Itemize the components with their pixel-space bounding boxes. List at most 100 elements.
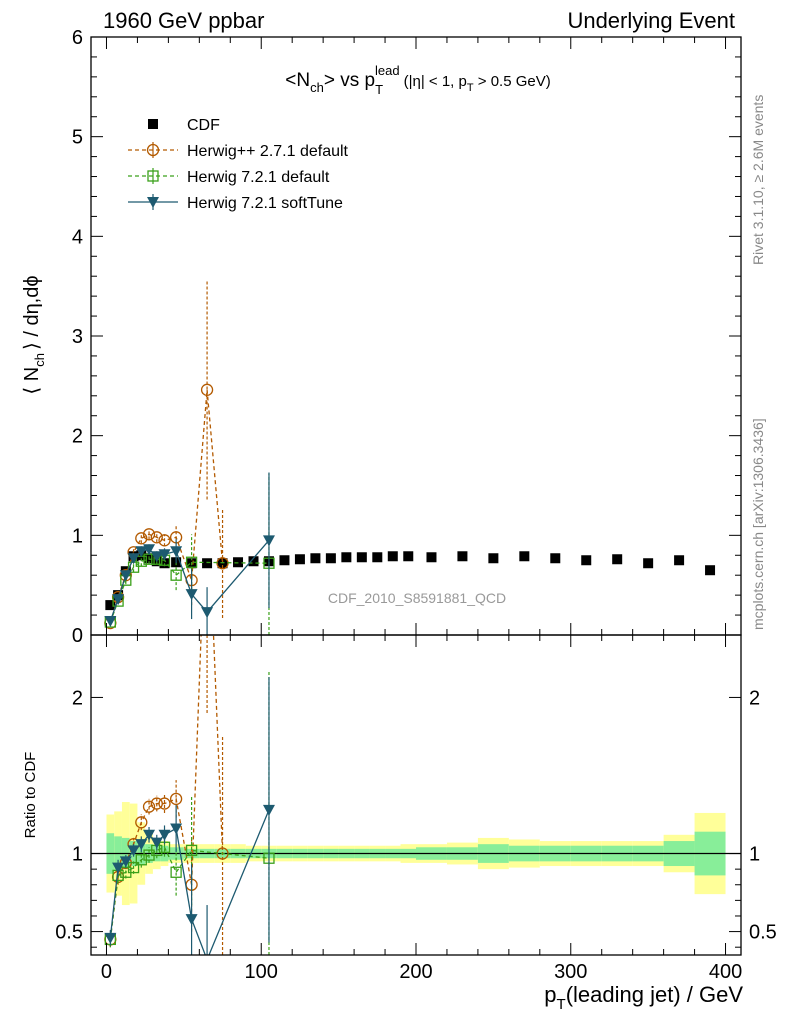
ratio-data-point (185, 844, 198, 857)
main-y-tick-label: 6 (72, 27, 83, 49)
title-vs-p: > vs p (324, 70, 375, 91)
ylabel-close: ⟩ / dη,dϕ (21, 275, 43, 350)
main-data-point (185, 556, 198, 568)
ratio-data-point (158, 829, 171, 841)
main-data-point (170, 569, 182, 581)
legend-entry: CDF (187, 117, 220, 134)
main-data-point (200, 383, 214, 396)
main-data-point (262, 535, 275, 547)
main-data-point (705, 565, 716, 576)
main-data-point (356, 552, 367, 563)
x-tick-label: 400 (709, 961, 742, 983)
title-nch-sub: ch (310, 80, 324, 95)
ratio-data-point (127, 861, 140, 874)
main-data-point (488, 553, 499, 564)
axes-layer: 0 1 2 3 4 5 6 0 100 200 300 400 0.5 0.5 1 1 2 2 (55, 27, 777, 983)
main-y-tick-label: 0 (72, 625, 83, 647)
main-data-point (310, 553, 321, 564)
main-series-line (109, 389, 224, 624)
main-y-tick-label: 1 (72, 525, 83, 547)
main-data-point (612, 554, 623, 565)
legend-marker (147, 170, 159, 182)
main-data-point (202, 558, 213, 569)
main-series-line (109, 558, 269, 623)
header-analysis: Underlying Event (567, 8, 735, 33)
main-y-tick-label: 2 (72, 426, 83, 448)
main-data-point (387, 551, 398, 562)
ratio-data-point (127, 845, 140, 857)
title-cut-b: > 0.5 GeV) (474, 73, 551, 90)
title-lead-sup: lead (375, 63, 400, 78)
mcplots-label: mcplots.cern.ch [arXiv:1306.3436] (750, 418, 766, 630)
legend-entry: Herwig++ 2.7.1 default (187, 143, 349, 160)
main-y-axis-label: ⟨ Nch ⟩ / dη,dϕ (21, 275, 47, 394)
xlabel-p: p (544, 982, 556, 1007)
ratio-data-point (150, 837, 163, 849)
legend-entry: Herwig 7.2.1 default (187, 169, 330, 186)
x-axis-label: pT(leading jet) / GeV (544, 982, 743, 1013)
ratio-data-point (170, 823, 183, 835)
legend: CDF Herwig++ 2.7.1 default Herwig 7.2.1 de… (128, 117, 349, 212)
title-pt-sub: T (375, 82, 383, 97)
ratio-y-tick-label-right: 2 (749, 687, 760, 709)
ratio-data-point (135, 816, 148, 829)
ratio-y-tick-label: 2 (72, 687, 83, 709)
main-series-layer (104, 280, 716, 635)
main-data-point (142, 528, 156, 541)
main-data-point (104, 616, 117, 628)
ratio-series-layer (91, 635, 741, 955)
main-data-point (158, 549, 171, 561)
main-y-tick-label: 5 (72, 127, 83, 149)
title-nch: <N (285, 70, 310, 91)
main-data-point (457, 551, 468, 562)
main-data-point (341, 552, 352, 563)
ratio-data-point (135, 839, 148, 851)
ratio-y-axis-label: Ratio to CDF (22, 752, 39, 839)
ratio-data-point (262, 804, 275, 816)
main-data-point (119, 570, 132, 582)
legend-marker (146, 143, 160, 157)
main-data-point (674, 555, 685, 566)
ylabel-open: ⟨ N (21, 367, 43, 395)
xlabel-sub: T (557, 996, 566, 1013)
main-data-point (643, 558, 654, 569)
x-tick-label: 300 (554, 961, 587, 983)
title-cut-sub: T (467, 82, 474, 94)
ratio-data-point (104, 932, 117, 944)
main-data-point (426, 552, 437, 563)
header-energy: 1960 GeV ppbar (103, 8, 264, 33)
main-title: <Nch> vs pTlead(|η| < 1, pT > 0.5 GeV) (285, 63, 550, 97)
ratio-y-tick-label: 1 (72, 844, 83, 866)
ratio-data-point (169, 792, 183, 806)
main-data-point (550, 553, 561, 564)
main-data-point (294, 554, 305, 565)
main-data-point (105, 600, 116, 611)
legend-marker (147, 197, 159, 208)
main-data-point (143, 544, 156, 556)
main-data-point (135, 546, 148, 558)
ylabel-sub: ch (32, 353, 47, 367)
main-data-point (158, 534, 171, 547)
ratio-data-point (112, 862, 125, 874)
ratio-data-point (158, 797, 171, 810)
main-data-point (201, 607, 214, 619)
ratio-y-tick-label-right: 0.5 (749, 922, 777, 944)
main-data-point (581, 555, 592, 566)
main-data-point (519, 551, 530, 562)
ratio-y-tick-label-right: 1 (749, 844, 760, 866)
main-data-point (170, 546, 183, 558)
legend-entry: Herwig 7.2.1 softTune (187, 195, 343, 212)
main-y-tick-label: 3 (72, 326, 83, 348)
x-tick-label: 200 (399, 961, 432, 983)
ratio-data-point (143, 829, 156, 841)
ratio-data-point (150, 797, 163, 810)
main-data-point (403, 551, 414, 562)
legend-marker (148, 119, 158, 129)
main-data-point (279, 555, 290, 566)
main-data-point (248, 556, 259, 567)
main-data-point (325, 553, 336, 564)
ratio-data-point (142, 800, 156, 813)
ratio-data-point (185, 914, 198, 926)
ratio-data-point (119, 856, 132, 868)
